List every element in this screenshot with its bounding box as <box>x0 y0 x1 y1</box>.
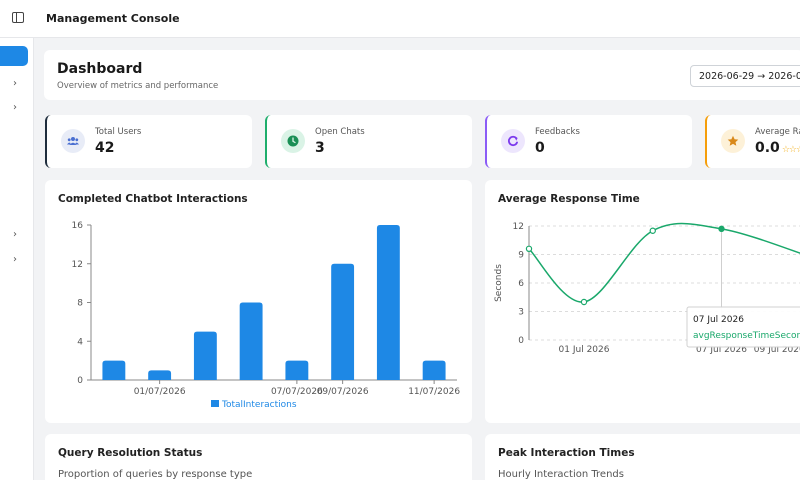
stat-label: Feedbacks <box>535 127 580 137</box>
data-point <box>718 225 725 233</box>
bar <box>193 331 217 380</box>
stat-card-total-users: Total Users 42 <box>45 115 252 168</box>
stat-card-average-rating: Average Ra 0.0☆☆☆ <box>705 115 800 168</box>
data-point <box>580 298 588 306</box>
stat-card-open-chats: Open Chats 3 <box>265 115 472 168</box>
stat-value: 42 <box>95 140 115 156</box>
y-tick-label: 16 <box>72 221 84 231</box>
tooltip-date: 07 Jul 2026 <box>693 315 744 325</box>
top-bar: Management Console <box>0 0 800 38</box>
bar <box>422 360 446 380</box>
series-line <box>528 222 800 303</box>
bar <box>376 225 400 380</box>
response-time-line-chart: 0 3 6 9 12 Seconds 01 Jul 2026 07 Jul 2026 09 Ju… <box>494 222 800 355</box>
x-tick-label: 11/07/2026 <box>408 387 460 397</box>
x-tick-label: 07/07/2026 <box>271 387 323 397</box>
legend-label: TotalInteractions <box>221 400 297 410</box>
data-point <box>649 227 656 234</box>
x-tick-label: 01 Jul 2026 <box>559 345 610 355</box>
rating-value: 0.0 <box>755 140 780 156</box>
y-tick-label: 0 <box>77 376 83 386</box>
y-axis-label: Seconds <box>494 264 504 302</box>
y-tick-label: 9 <box>518 251 524 261</box>
bar <box>239 302 263 380</box>
sidebar: › › › › <box>0 38 34 480</box>
stat-label: Average Ra <box>755 127 800 137</box>
card-title: Peak Interaction Times <box>498 447 635 459</box>
peak-interaction-card: Peak Interaction Times Hourly Interactio… <box>485 434 800 480</box>
y-tick-label: 0 <box>518 336 524 346</box>
data-point <box>525 245 533 253</box>
chevron-right-icon[interactable]: › <box>13 229 17 240</box>
bar <box>102 360 126 380</box>
star-icon <box>721 129 745 153</box>
card-subtitle: Hourly Interaction Trends <box>498 469 624 480</box>
chevron-right-icon[interactable]: › <box>13 254 17 265</box>
clock-icon <box>281 129 305 153</box>
stat-label: Open Chats <box>315 127 365 137</box>
chevron-right-icon[interactable]: › <box>13 102 17 113</box>
query-resolution-card: Query Resolution Status Proportion of qu… <box>45 434 472 480</box>
tooltip-series: avgResponseTimeSeconds <box>693 331 800 341</box>
stat-value: 3 <box>315 140 325 156</box>
sidebar-item-active[interactable] <box>0 46 28 66</box>
y-tick-label: 3 <box>518 308 524 318</box>
stat-label: Total Users <box>95 127 142 137</box>
interactions-chart-card: Completed Chatbot Interactions 0 4 8 12 16 01… <box>45 180 472 423</box>
stat-value: 0.0☆☆☆ <box>755 140 800 156</box>
card-title: Average Response Time <box>498 193 640 205</box>
y-tick-label: 8 <box>77 299 83 309</box>
bar <box>148 370 172 380</box>
response-time-chart-card: Average Response Time 0 3 6 9 12 Seconds 01 Ju… <box>485 180 800 423</box>
y-tick-label: 12 <box>72 260 83 270</box>
x-tick-label: 09 Jul 2026 <box>754 345 800 355</box>
users-icon <box>61 129 85 153</box>
card-subtitle: Proportion of queries by response type <box>58 469 253 480</box>
legend-swatch <box>211 400 219 407</box>
rating-stars: ☆☆☆ <box>781 145 800 155</box>
x-tick-label: 01/07/2026 <box>134 387 186 397</box>
stat-value: 0 <box>535 140 545 156</box>
card-title: Query Resolution Status <box>58 447 203 459</box>
bar <box>331 263 355 380</box>
sidebar-toggle-icon[interactable] <box>12 12 24 23</box>
y-tick-label: 4 <box>77 337 83 347</box>
y-tick-label: 6 <box>518 279 524 289</box>
chevron-right-icon[interactable]: › <box>13 78 17 89</box>
x-tick-label: 07 Jul 2026 <box>696 345 747 355</box>
card-title: Completed Chatbot Interactions <box>58 193 248 205</box>
x-tick-label: 09/07/2026 <box>317 387 369 397</box>
stat-card-feedbacks: Feedbacks 0 <box>485 115 692 168</box>
refresh-icon <box>501 129 525 153</box>
page-title: Dashboard <box>57 61 143 77</box>
tooltip-box <box>686 306 800 348</box>
dashboard-header: Dashboard Overview of metrics and perfor… <box>44 50 800 100</box>
y-tick-label: 12 <box>513 222 524 232</box>
app-title: Management Console <box>46 12 180 25</box>
date-range-picker[interactable]: 2026-06-29 → 2026-07 <box>690 65 800 87</box>
page-subtitle: Overview of metrics and performance <box>57 81 219 91</box>
bar <box>285 360 309 380</box>
